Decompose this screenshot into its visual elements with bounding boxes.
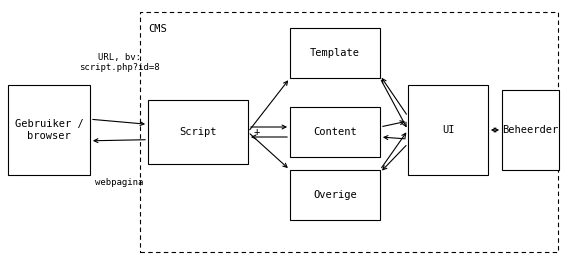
- Bar: [8, 85, 90, 175]
- Bar: [290, 170, 380, 220]
- Bar: [290, 107, 380, 157]
- Text: Template: Template: [310, 48, 360, 58]
- Text: UI: UI: [441, 125, 454, 135]
- Text: Script: Script: [179, 127, 217, 137]
- Text: webpagina: webpagina: [95, 178, 143, 187]
- Text: Gebruiker /
browser: Gebruiker / browser: [15, 119, 83, 141]
- Text: URL, bv:
script.php?id=8: URL, bv: script.php?id=8: [79, 53, 159, 72]
- Bar: [290, 28, 380, 78]
- Bar: [140, 12, 558, 252]
- Bar: [408, 85, 488, 175]
- Text: +: +: [254, 127, 260, 137]
- Bar: [148, 100, 248, 164]
- Bar: [502, 90, 559, 170]
- Text: Overige: Overige: [313, 190, 357, 200]
- Text: Beheerder: Beheerder: [503, 125, 559, 135]
- Text: Content: Content: [313, 127, 357, 137]
- Text: CMS: CMS: [148, 24, 167, 34]
